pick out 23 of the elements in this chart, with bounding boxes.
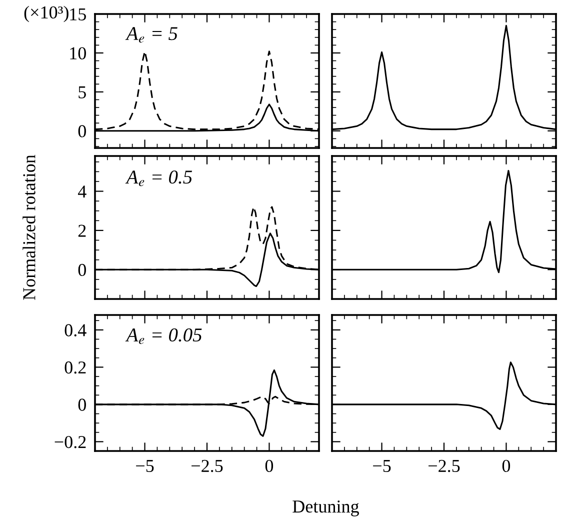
y-tick-label: 2 bbox=[78, 224, 86, 237]
x-axis-title: Detuning bbox=[292, 500, 359, 516]
x-tick-label: 0 bbox=[265, 460, 274, 472]
x-tick-label: 0 bbox=[502, 460, 510, 472]
y-tick-label: 0 bbox=[78, 264, 86, 276]
annotation: A$_{e}$ = 5 bbox=[125, 27, 178, 43]
x-tick-label: −2.5 bbox=[428, 460, 460, 472]
y-tick-label: 0 bbox=[78, 125, 86, 138]
y-tick-label: 10 bbox=[70, 47, 86, 60]
y-tick-label: 0.2 bbox=[64, 361, 86, 374]
y-tick-label: 4 bbox=[78, 186, 86, 198]
y-axis-title: Normalized rotation bbox=[22, 154, 36, 300]
text: (×10³) bbox=[24, 6, 68, 22]
y-tick-label: 0 bbox=[78, 398, 86, 411]
y-tick-label: 0.4 bbox=[64, 324, 86, 336]
y-tick-label: 15 bbox=[70, 8, 86, 20]
x-tick-label: −5 bbox=[373, 460, 391, 472]
y-tick-label: 5 bbox=[78, 86, 86, 98]
x-tick-label: −5 bbox=[136, 460, 154, 472]
annotation: A$_{e}$ = 0.05 bbox=[125, 328, 202, 344]
y-tick-label: −0.2 bbox=[54, 436, 86, 448]
x-tick-label: −2.5 bbox=[192, 460, 223, 472]
annotation: A$_{e}$ = 0.5 bbox=[125, 170, 192, 186]
